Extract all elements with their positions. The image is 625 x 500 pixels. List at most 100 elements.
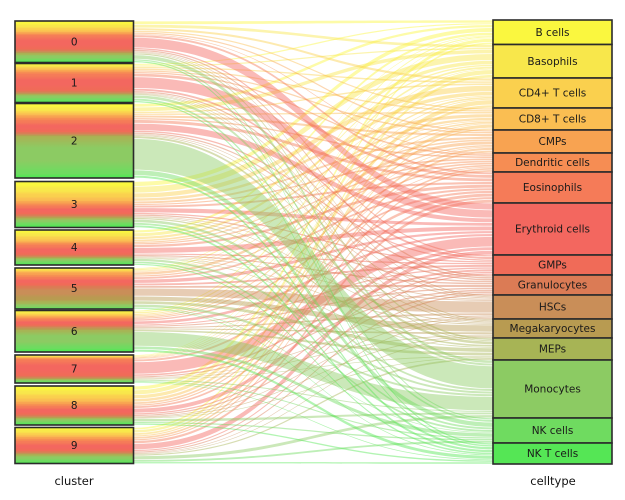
flow-ribbon: [133, 231, 493, 283]
flow-ribbon: [133, 49, 493, 112]
flow-ribbon: [133, 233, 493, 324]
flow-ribbon: [133, 288, 493, 313]
cluster-node-label: 5: [71, 283, 78, 295]
flow-ribbon: [133, 32, 493, 132]
flow-ribbon: [133, 162, 493, 277]
flow-ribbon: [133, 24, 493, 107]
flow-ribbon: [133, 28, 493, 187]
cluster-node-2: [14, 102, 135, 179]
flow-ribbon: [133, 301, 493, 352]
celltype-node-label: Megakaryocytes: [510, 323, 596, 335]
flow-ribbon: [133, 273, 493, 452]
celltype-node-label: Basophils: [527, 56, 577, 68]
cluster-node-label: 9: [71, 440, 78, 452]
celltype-node-label: GMPs: [538, 260, 567, 272]
cluster-node-label: 2: [71, 135, 78, 147]
celltype-node-label: CMPs: [538, 136, 566, 148]
flow-ribbon: [133, 329, 493, 356]
flow-ribbon: [133, 85, 493, 198]
cluster-node-3: [14, 180, 135, 229]
flow-ribbon: [133, 250, 493, 450]
celltype-node-label: MEPs: [539, 344, 566, 356]
celltype-node-eosinophils: [492, 171, 613, 204]
flow-ribbon: [133, 23, 493, 65]
flow-ribbon: [133, 356, 493, 419]
flow-ribbon: [133, 236, 493, 374]
flow-ribbon: [133, 139, 493, 243]
flow-ribbon: [133, 53, 493, 340]
cluster-node-label: 8: [71, 400, 78, 412]
flow-ribbon: [133, 291, 493, 417]
cluster-node-7: [14, 354, 135, 384]
cluster-node-0: [14, 20, 135, 64]
flow-ribbon: [133, 60, 493, 237]
celltype-node-label: NK T cells: [527, 448, 578, 460]
celltype-node-label: CD8+ T cells: [519, 114, 587, 126]
flow-ribbon: [133, 48, 493, 257]
flow-ribbon: [133, 30, 493, 110]
flow-ribbon: [133, 208, 493, 226]
celltype-node-b-cells: [492, 19, 613, 46]
flow-ribbon: [133, 222, 493, 430]
flow-ribbon: [133, 257, 493, 325]
flow-ribbon: [133, 138, 493, 389]
flow-ribbon: [133, 254, 493, 285]
flow-ribbon: [133, 263, 493, 455]
flow-ribbon: [133, 24, 493, 48]
flow-ribbon: [133, 382, 493, 461]
flow-ribbon: [133, 114, 493, 201]
flow-ribbon: [133, 98, 493, 422]
celltype-node-cd4-t-cells: [492, 77, 613, 109]
flow-ribbon: [133, 136, 493, 345]
flow-ribbon: [133, 32, 493, 233]
cluster-node-6: [14, 309, 135, 353]
flow-ribbon: [133, 95, 493, 272]
flow-ribbon: [133, 168, 493, 406]
flow-ribbon: [133, 225, 493, 453]
flow-ribbon: [133, 175, 493, 450]
flow-ribbon: [133, 28, 493, 81]
flow-ribbon: [133, 304, 493, 397]
flow-ribbon: [133, 308, 493, 456]
flow-ribbon: [133, 35, 493, 175]
flow-ribbon: [133, 307, 493, 433]
flow-ribbon: [133, 70, 493, 134]
flow-ribbon: [133, 98, 493, 357]
flow-ribbon: [133, 379, 493, 412]
flow-ribbon: [133, 136, 493, 204]
flow-ribbon: [133, 166, 493, 360]
flow-ribbon: [133, 105, 493, 435]
flow-ribbon: [133, 115, 493, 137]
left-axis-label: cluster: [54, 474, 94, 488]
cluster-node-1: [14, 62, 135, 104]
flow-ribbon: [133, 315, 493, 379]
flow-ribbon: [133, 135, 493, 323]
flow-ribbon: [133, 313, 493, 329]
flow-ribbon: [133, 123, 493, 223]
flow-ribbon: [133, 94, 493, 342]
flow-ribbon: [133, 269, 493, 376]
flow-ribbon: [133, 158, 493, 206]
flow-ribbon: [133, 51, 493, 297]
flow-ribbon: [133, 284, 493, 288]
flow-ribbon: [133, 118, 493, 159]
flow-ribbon: [133, 146, 493, 359]
flow-ribbon: [133, 88, 493, 260]
flow-ribbon: [133, 121, 493, 317]
flow-ribbon: [133, 37, 493, 356]
flow-ribbon: [133, 423, 493, 462]
flow-ribbon: [133, 101, 493, 447]
flow-ribbon: [133, 264, 493, 286]
flow-ribbon: [133, 182, 493, 208]
flow-ribbon: [133, 141, 493, 275]
flow-ribbon: [133, 95, 493, 366]
flow-ribbon: [133, 331, 493, 411]
flow-ribbon: [133, 184, 493, 248]
flow-ribbon: [133, 271, 493, 415]
flow-ribbon: [133, 412, 493, 422]
flow-ribbon: [133, 355, 493, 380]
flow-ribbon: [133, 440, 493, 462]
cluster-node-label: 0: [71, 36, 78, 48]
